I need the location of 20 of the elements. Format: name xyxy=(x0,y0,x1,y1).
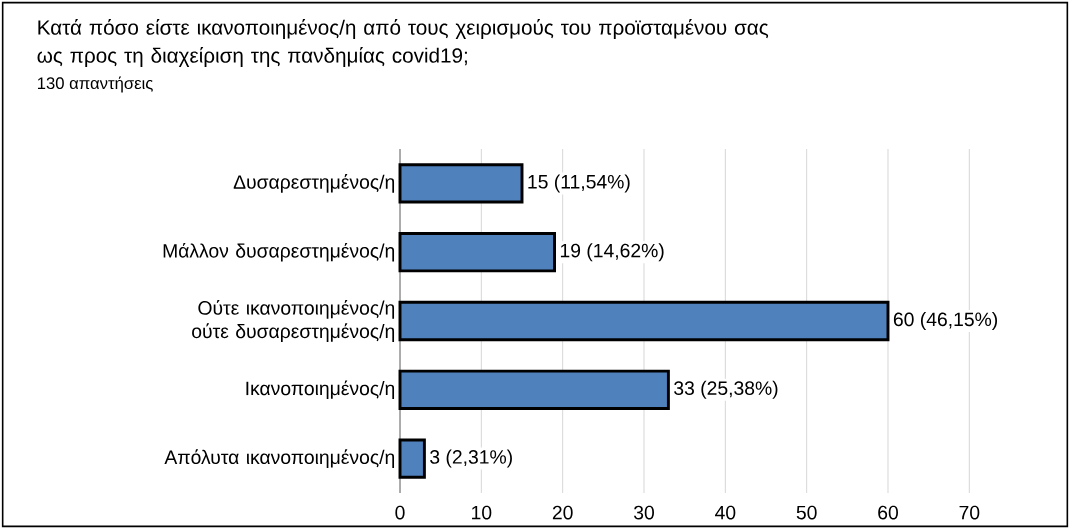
x-tick-label: 50 xyxy=(796,505,817,520)
data-label: 33 (25,38%) xyxy=(674,380,778,399)
y-tick-label: Δυσαρεστημένος/η xyxy=(233,174,395,193)
x-tick-label: 60 xyxy=(878,505,898,520)
y-tick-label: Ικανοποιημένος/η xyxy=(246,380,395,400)
x-tick-label: 0 xyxy=(395,505,405,520)
y-tick-label: Μάλλον δυσαρεστημένος/η xyxy=(163,242,395,262)
x-tick-label: 70 xyxy=(959,505,980,520)
chart-title: Κατά πόσο είστε ικανοποιημένος/η από τους χειρισμούς του προϊσταμένου σας ως προς τη διαχείριση της πανδημίας covid19; xyxy=(37,19,769,67)
data-label: 3 (2,31%) xyxy=(430,449,512,468)
y-tick-label: Απόλυτα ικανοποιημένος/η xyxy=(164,449,395,468)
x-tick-label: 10 xyxy=(472,505,492,520)
data-label: 19 (14,62%) xyxy=(560,243,664,262)
data-label: 60 (46,15%) xyxy=(893,312,998,331)
x-tick-label: 40 xyxy=(715,505,736,520)
x-tick-label: 20 xyxy=(552,505,573,520)
text: 130 απαντήσεις xyxy=(37,76,153,93)
y-tick-label: Ούτε ικανοποιημένος/η ούτε δυσαρεστημένος/η xyxy=(192,300,395,342)
data-label: 15 (11,54%) xyxy=(528,174,630,193)
x-tick-label: 30 xyxy=(633,505,654,520)
